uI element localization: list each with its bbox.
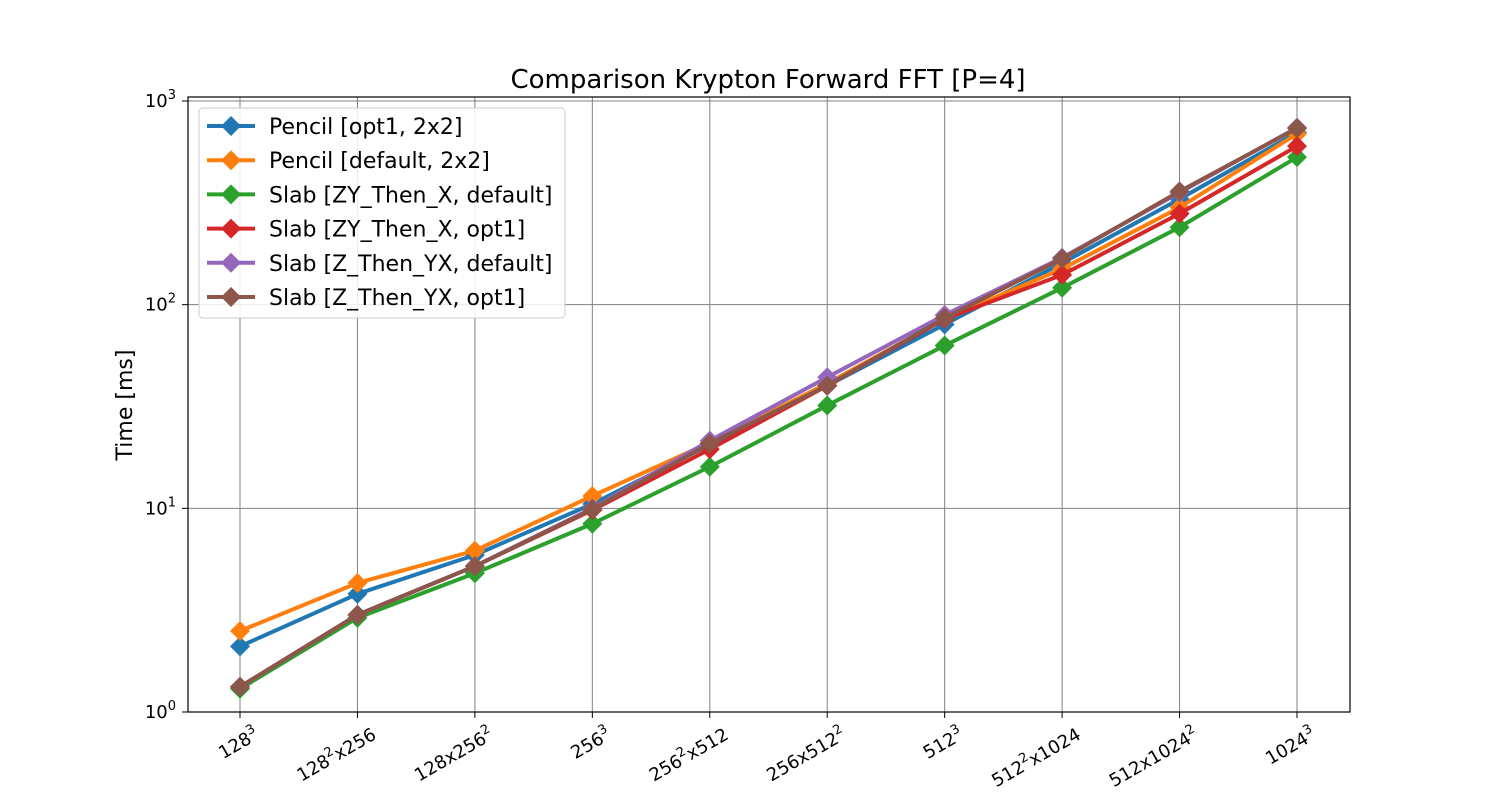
legend-label: Slab [ZY_Then_X, default] xyxy=(269,183,553,208)
legend-label: Pencil [default, 2x2] xyxy=(269,149,490,174)
legend-label: Pencil [opt1, 2x2] xyxy=(269,115,463,140)
y-tick-label: 102 xyxy=(145,292,176,316)
legend-marker xyxy=(221,218,241,239)
x-tick-label: 2563 xyxy=(566,722,615,764)
legend-item: Slab [Z_Then_YX, default] xyxy=(207,252,553,277)
data-point-marker xyxy=(1287,147,1307,168)
data-point-marker xyxy=(1287,118,1307,139)
x-tick-label: 256x5122 xyxy=(762,722,850,787)
data-point-marker xyxy=(817,395,838,416)
plot-frame xyxy=(187,96,1351,713)
legend-item: Slab [ZY_Then_X, opt1] xyxy=(207,218,525,243)
series-line xyxy=(238,155,1299,691)
y-tick-label: 100 xyxy=(145,699,176,723)
y-tick-labels: 100 101 102 103 xyxy=(145,88,188,723)
x-tick-label: 1282x256 xyxy=(292,722,380,787)
data-point-marker xyxy=(1052,248,1073,269)
legend-label: Slab [Z_Then_YX, opt1] xyxy=(269,286,525,311)
data-point-marker xyxy=(699,456,720,477)
data-point-marker xyxy=(230,676,250,697)
x-tick-label: 10243 xyxy=(1261,722,1320,770)
y-axis-label: Time [ms] xyxy=(113,350,138,462)
data-point-marker xyxy=(347,572,368,593)
legend-item: Pencil [opt1, 2x2] xyxy=(207,115,463,140)
data-point-marker xyxy=(464,556,485,577)
legend-marker xyxy=(221,150,241,171)
data-point-marker xyxy=(347,583,368,604)
legend-marker xyxy=(221,252,241,273)
data-point-marker xyxy=(230,636,250,657)
data-point-marker xyxy=(1052,264,1073,285)
series-5 xyxy=(230,118,1307,697)
x-tick-label: 5122x1024 xyxy=(987,722,1085,792)
data-point-marker xyxy=(1169,203,1190,224)
y-tick-label: 101 xyxy=(145,495,176,519)
legend-item: Slab [ZY_Then_X, default] xyxy=(207,183,553,208)
x-tick-label: 1283 xyxy=(214,722,263,764)
legend-label: Slab [ZY_Then_X, opt1] xyxy=(269,218,525,243)
data-point-marker xyxy=(582,513,603,534)
series-line xyxy=(238,126,1298,689)
data-point-marker xyxy=(582,499,603,520)
data-point-marker xyxy=(1052,277,1073,298)
legend-label: Slab [Z_Then_YX, default] xyxy=(269,252,553,277)
data-point-marker xyxy=(699,433,720,454)
legend-item: Slab [Z_Then_YX, opt1] xyxy=(207,286,525,311)
data-point-marker xyxy=(817,375,838,396)
data-point-marker xyxy=(347,604,368,625)
data-point-marker xyxy=(934,308,955,329)
x-tick-label: 5123 xyxy=(918,722,967,764)
data-point-marker xyxy=(464,540,485,561)
legend-marker xyxy=(221,184,241,205)
x-tick-labels: 1283 1282x256 128x2562 2563 2562x512 256x5122… xyxy=(214,712,1320,792)
data-point-marker xyxy=(582,485,603,506)
legend: Pencil [opt1, 2x2] Pencil [default, 2x2] S… xyxy=(198,107,566,319)
series-layer xyxy=(230,117,1307,699)
x-tick-label: 512x10242 xyxy=(1104,722,1202,792)
data-point-marker xyxy=(230,620,250,641)
y-tick-label: 103 xyxy=(145,88,176,112)
legend-marker xyxy=(221,116,241,136)
legend-marker xyxy=(221,287,241,307)
legend-item: Pencil [default, 2x2] xyxy=(207,149,490,174)
data-point-marker xyxy=(1169,181,1190,202)
data-point-marker xyxy=(1287,136,1307,157)
data-point-marker xyxy=(934,335,955,356)
x-tick-label: 128x2562 xyxy=(409,722,497,787)
chart-title: Comparison Krypton Forward FFT [P=4] xyxy=(510,65,1025,95)
legend-box xyxy=(198,107,566,319)
data-point-marker xyxy=(1169,217,1190,238)
x-tick-label: 2562x512 xyxy=(644,722,732,787)
